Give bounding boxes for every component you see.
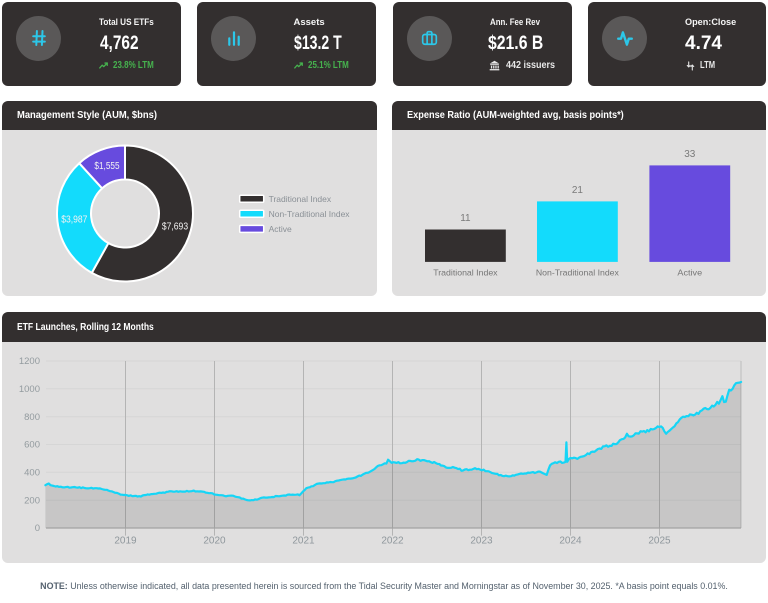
svg-text:2025: 2025 [648,536,671,547]
svg-text:Traditional Index: Traditional Index [269,194,332,204]
svg-text:2024: 2024 [559,536,582,547]
svg-text:1200: 1200 [19,356,40,367]
svg-text:1000: 1000 [19,384,40,395]
svg-text:Active: Active [677,268,702,278]
svg-text:33: 33 [684,149,696,160]
svg-text:Traditional Index: Traditional Index [433,268,498,278]
svg-text:Active: Active [269,224,292,234]
svg-text:21: 21 [571,185,583,196]
svg-text:Non-Traditional Index: Non-Traditional Index [269,209,351,219]
svg-text:800: 800 [24,412,40,423]
svg-text:Non-Traditional Index: Non-Traditional Index [535,268,619,278]
svg-text:2023: 2023 [470,536,493,547]
svg-text:11: 11 [460,213,471,224]
svg-text:2021: 2021 [292,536,315,547]
svg-text:600: 600 [24,440,40,451]
svg-text:$3,987: $3,987 [61,215,88,226]
svg-text:2019: 2019 [114,536,137,547]
svg-text:2022: 2022 [381,536,404,547]
svg-text:$1,555: $1,555 [94,161,120,172]
svg-text:200: 200 [24,495,40,506]
svg-text:0: 0 [35,523,40,534]
svg-text:$7,693: $7,693 [162,222,189,233]
svg-text:2020: 2020 [203,536,226,547]
svg-text:400: 400 [24,468,40,479]
